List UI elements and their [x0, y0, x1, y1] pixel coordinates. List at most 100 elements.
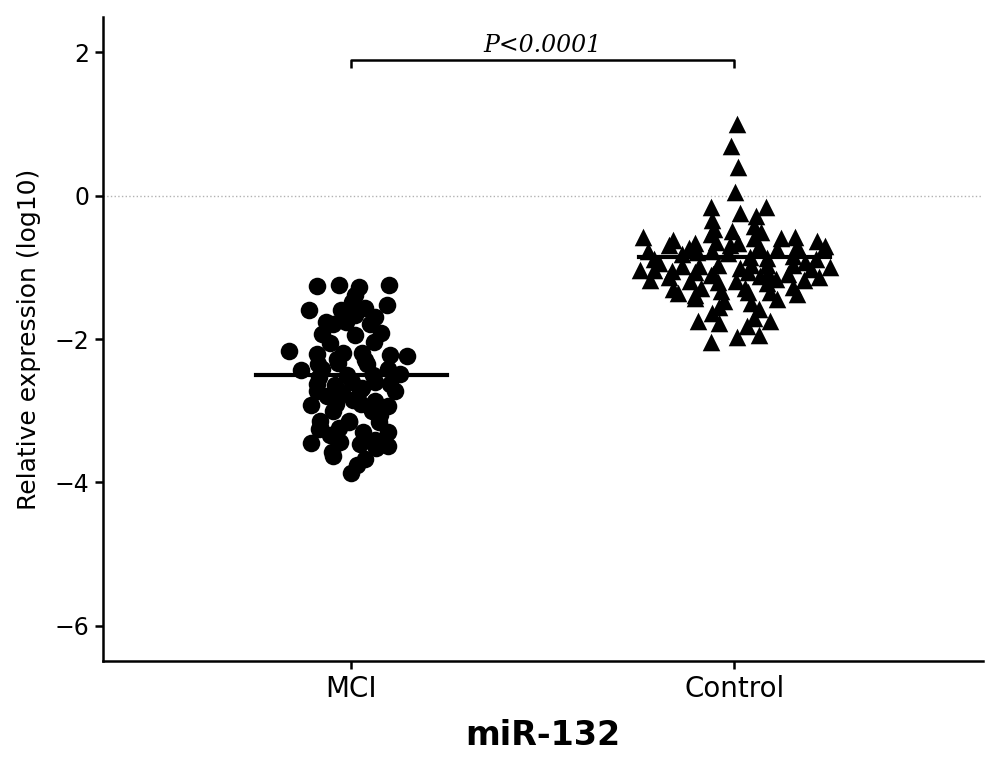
Point [797, 256, 813, 268]
Point [333, 305, 349, 317]
Point [380, 440, 396, 452]
Point [367, 376, 383, 388]
Point [367, 434, 383, 446]
Point [354, 381, 370, 394]
Point [703, 335, 719, 348]
Point [730, 237, 746, 249]
Point [730, 161, 746, 173]
Point [352, 384, 368, 396]
Point [281, 345, 297, 358]
Point [341, 414, 357, 427]
Point [670, 287, 686, 299]
Point [759, 277, 775, 289]
Point [366, 335, 382, 348]
Point [713, 285, 729, 297]
Point [769, 242, 785, 255]
Point [803, 263, 819, 275]
Point [739, 320, 755, 332]
Point [359, 358, 375, 371]
Point [362, 318, 378, 330]
Point [665, 283, 681, 295]
Point [357, 354, 373, 366]
Point [703, 228, 719, 241]
Point [740, 286, 756, 298]
Point [309, 280, 325, 292]
Point [355, 426, 371, 438]
Point [689, 246, 705, 258]
Point [710, 258, 726, 271]
Point [751, 240, 767, 252]
Point [309, 378, 325, 391]
Point [746, 231, 762, 244]
X-axis label: miR-132: miR-132 [465, 719, 620, 752]
Point [752, 270, 768, 282]
Point [704, 213, 720, 225]
Point [751, 329, 767, 341]
Point [347, 309, 363, 321]
Point [785, 281, 801, 293]
Point [704, 245, 720, 257]
Point [808, 253, 824, 265]
Point [341, 415, 357, 428]
Point [789, 240, 805, 252]
Point [687, 265, 703, 278]
Point [743, 259, 759, 271]
Point [344, 375, 360, 388]
Point [319, 389, 335, 401]
Point [740, 266, 756, 278]
Point [789, 288, 805, 301]
Point [682, 275, 698, 288]
Point [640, 245, 656, 258]
Point [785, 250, 801, 262]
Point [331, 279, 347, 291]
Point [367, 311, 383, 324]
Point [380, 363, 396, 375]
Point [737, 282, 753, 295]
Point [720, 247, 736, 259]
Point [368, 442, 384, 454]
Point [762, 315, 778, 327]
Point [729, 118, 745, 130]
Point [325, 450, 341, 462]
Point [347, 289, 363, 301]
Point [706, 223, 722, 235]
Point [728, 275, 744, 287]
Y-axis label: Relative expression (log10): Relative expression (log10) [17, 168, 41, 510]
Point [743, 297, 759, 309]
Point [687, 237, 703, 249]
Point [751, 303, 767, 315]
Point [339, 368, 355, 381]
Point [371, 416, 387, 428]
Point [665, 235, 681, 247]
Point [334, 387, 350, 399]
Point [352, 438, 368, 450]
Point [332, 436, 348, 448]
Point [309, 348, 325, 360]
Point [687, 292, 703, 305]
Point [796, 274, 812, 286]
Point [330, 357, 346, 369]
Point [343, 466, 359, 478]
Point [338, 315, 354, 328]
Point [693, 281, 709, 294]
Point [364, 405, 380, 418]
Point [354, 346, 370, 358]
Point [664, 265, 680, 278]
Point [703, 269, 719, 281]
Point [746, 312, 762, 325]
Point [785, 259, 801, 271]
Point [710, 276, 726, 288]
Point [349, 459, 365, 471]
Point [732, 207, 748, 219]
Point [635, 231, 651, 244]
Point [691, 260, 707, 272]
Point [746, 220, 762, 232]
Point [325, 318, 341, 330]
Point [314, 363, 330, 375]
Point [379, 299, 395, 311]
Point [705, 268, 721, 280]
Point [727, 186, 743, 198]
Point [681, 242, 697, 255]
Point [351, 281, 367, 293]
Point [382, 378, 398, 390]
